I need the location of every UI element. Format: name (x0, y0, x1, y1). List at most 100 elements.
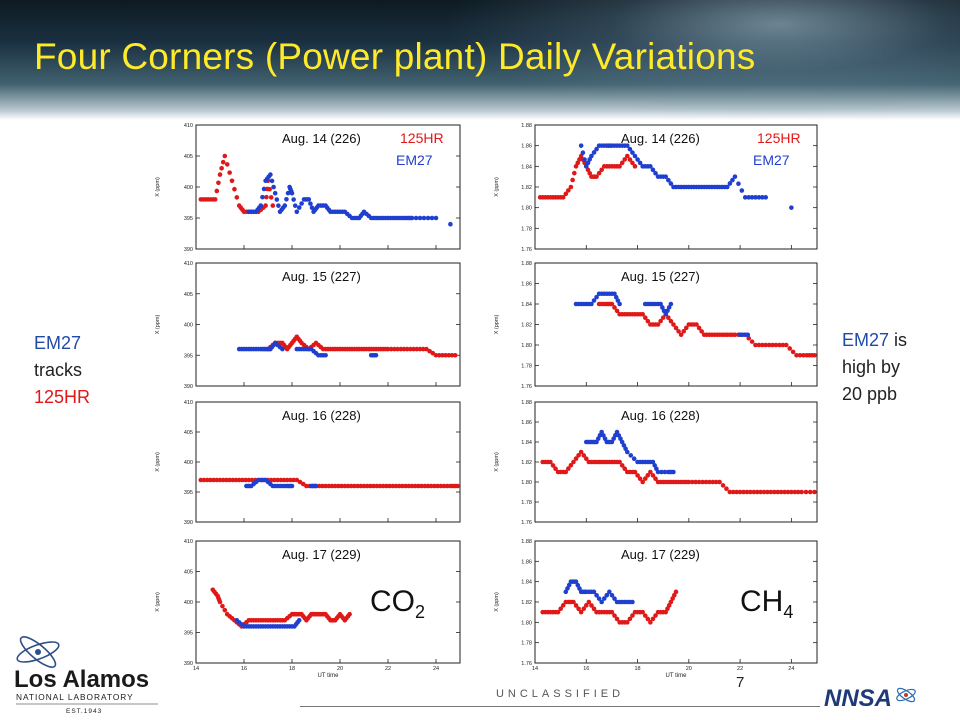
data-point (264, 194, 269, 200)
data-point (601, 596, 607, 601)
data-point (576, 453, 581, 458)
data-point (294, 209, 300, 215)
x-tick-label: 20 (337, 666, 343, 672)
data-point (396, 483, 402, 489)
data-point (425, 483, 431, 489)
note-right-line3: 20 ppb (842, 384, 898, 404)
data-point (761, 489, 767, 495)
page-number: 7 (736, 674, 745, 691)
data-point (246, 477, 252, 483)
data-point (803, 489, 809, 495)
data-point (627, 157, 633, 162)
panel-title: Aug. 15 (227) (282, 269, 361, 284)
data-point (797, 352, 803, 358)
data-point (448, 221, 453, 227)
panel-title: Aug. 14 (226) (621, 131, 700, 146)
data-point (668, 181, 674, 186)
data-point (637, 160, 643, 166)
y-tick-label: 1.80 (521, 343, 532, 349)
data-point (758, 489, 763, 495)
y-tick-label: 395 (184, 216, 193, 222)
data-point (724, 486, 729, 492)
note-left-line2: tracks (34, 360, 83, 380)
ch4-label-base: CH (740, 585, 784, 618)
data-point (583, 603, 589, 608)
data-point (630, 613, 635, 618)
panel-title: Aug. 14 (226) (282, 131, 361, 146)
data-point (596, 596, 602, 601)
data-point (548, 459, 553, 465)
x-tick-label: 24 (788, 666, 794, 672)
y-tick-label: 1.86 (521, 282, 532, 288)
data-point (736, 181, 741, 186)
data-point (435, 483, 440, 489)
data-point (220, 603, 225, 609)
data-point (650, 167, 656, 173)
y-tick-label: 1.82 (521, 460, 532, 466)
data-point (198, 477, 204, 483)
co2-label-base: CO (370, 585, 415, 618)
data-point (807, 489, 813, 495)
data-point (558, 606, 563, 612)
classification-marking: UNCLASSIFIED (495, 688, 625, 700)
data-point (377, 483, 383, 489)
data-point (441, 483, 447, 489)
co2-label: CO2 (370, 585, 425, 623)
y-axis-label: X (ppm) (494, 452, 500, 472)
data-point (416, 483, 421, 489)
data-point (425, 215, 431, 221)
panel-ch4_aug16: 1.76 1.78 1.80 1.82 1.84 1.86 1.88 X (ppm) Aug. … (494, 400, 818, 526)
data-point (289, 483, 295, 489)
data-point (292, 203, 298, 208)
data-point (398, 346, 404, 352)
y-tick-label: 400 (184, 600, 193, 606)
y-tick-label: 410 (184, 261, 193, 267)
data-point (789, 489, 794, 495)
data-point (384, 483, 389, 489)
y-axis-label: X (ppm) (494, 315, 500, 335)
lanl-logo-est: EST.1943 (66, 708, 102, 715)
data-point (587, 157, 593, 162)
note-right-line1: EM27 is (842, 327, 907, 354)
data-point (599, 599, 604, 605)
data-point (419, 483, 424, 489)
y-tick-label: 405 (184, 292, 193, 298)
data-point (240, 477, 245, 483)
data-point (332, 483, 338, 489)
data-point (622, 466, 628, 472)
data-point (270, 203, 276, 208)
data-point (753, 342, 758, 348)
data-point (648, 620, 653, 625)
y-tick-label: 390 (184, 661, 193, 667)
x-tick-label: 24 (433, 666, 439, 672)
panel-ch4_aug17: 1.76 1.78 1.80 1.82 1.84 1.86 1.88 14 16 18 20 22 24… (494, 539, 818, 679)
data-point (650, 459, 656, 465)
footer-rule (300, 706, 820, 707)
data-point (707, 479, 712, 485)
data-point (628, 453, 634, 458)
data-point (243, 477, 248, 483)
data-point (280, 346, 285, 352)
data-point (575, 160, 581, 166)
data-point (746, 335, 752, 341)
data-point (812, 352, 817, 358)
data-point (591, 150, 597, 155)
data-point (730, 177, 735, 183)
data-point (371, 483, 376, 489)
data-point (619, 160, 625, 166)
data-point (720, 483, 726, 488)
data-point (594, 146, 599, 152)
data-point (583, 164, 589, 169)
data-point (660, 315, 666, 320)
data-point (336, 483, 341, 489)
data-point (352, 483, 357, 489)
data-point (440, 352, 445, 358)
data-point (380, 483, 386, 489)
data-point (224, 162, 230, 167)
data-point (388, 346, 394, 352)
data-point (635, 157, 640, 162)
data-point (563, 589, 569, 595)
data-point (690, 479, 695, 485)
y-tick-label: 1.84 (521, 440, 532, 446)
y-tick-label: 400 (184, 185, 193, 191)
